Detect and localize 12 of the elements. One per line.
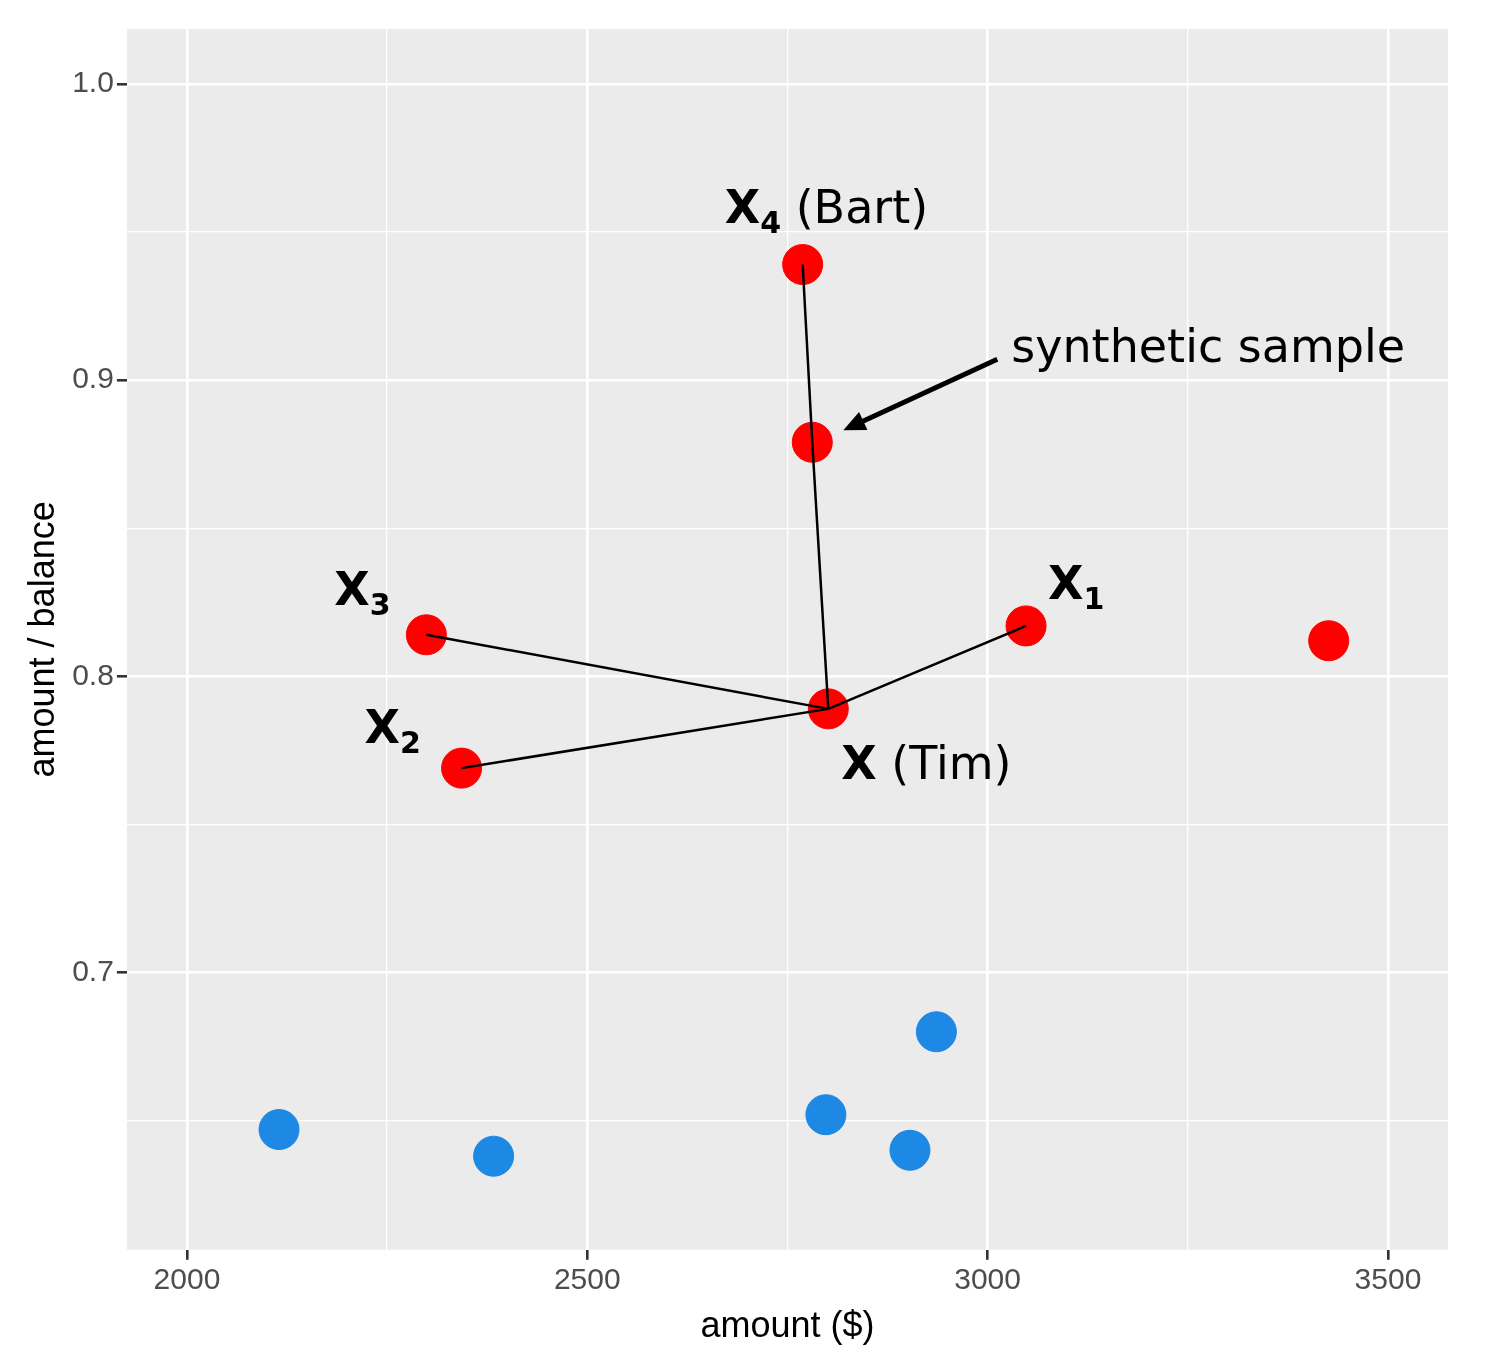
x-tick-label: 2500: [553, 1262, 621, 1296]
y-tick-label: 0.9: [72, 361, 114, 395]
x-tick-label: 3000: [954, 1262, 1021, 1296]
y-tick-label: 0.8: [72, 657, 114, 691]
y-tick-label: 0.7: [72, 953, 114, 987]
x-axis-title: amount ($): [700, 1304, 875, 1346]
y-tick-label: 1.0: [72, 65, 114, 99]
x-tick-label: 2000: [153, 1262, 221, 1296]
x-tick-label: 3500: [1354, 1262, 1422, 1296]
y-axis-title: amount / balance: [20, 501, 62, 778]
annotation: synthetic sample: [1011, 319, 1406, 374]
annotation: X (Tim): [841, 735, 1012, 790]
